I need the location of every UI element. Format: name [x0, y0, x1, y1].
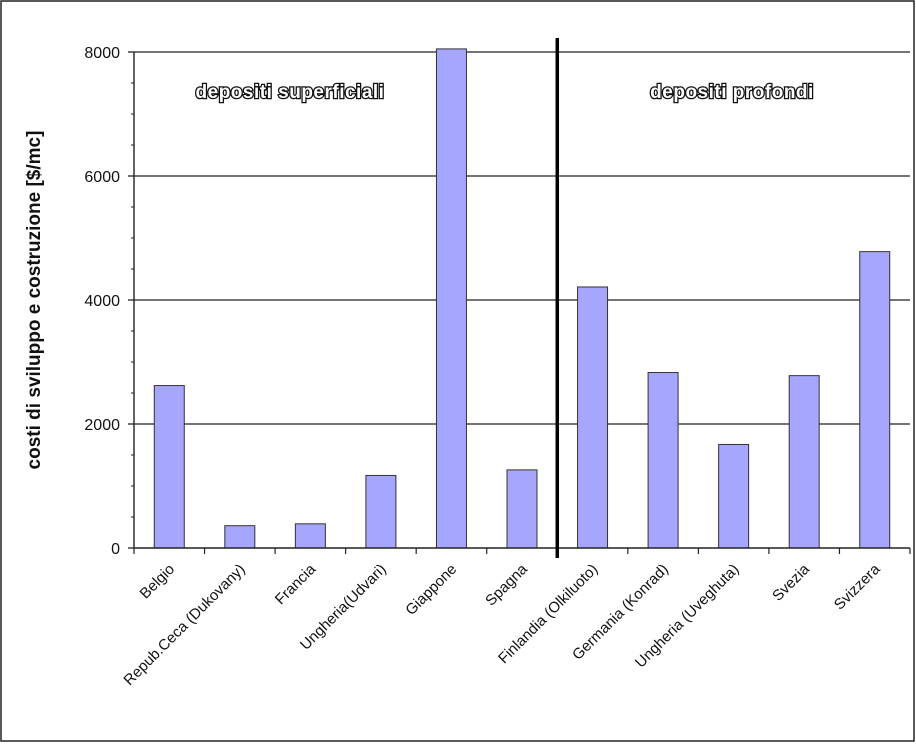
bar — [153, 385, 185, 549]
bar — [718, 443, 750, 549]
bar — [859, 251, 891, 549]
y-tick-label: 8000 — [84, 45, 120, 62]
bar — [224, 525, 256, 549]
region-label-deep: depositi profondi — [650, 82, 814, 103]
bar — [506, 469, 538, 549]
y-axis-label: costi di sviluppo e costruzione [$/mc] — [24, 131, 45, 470]
bar — [788, 375, 820, 549]
y-tick-label: 6000 — [84, 169, 120, 186]
y-tick-label: 4000 — [84, 293, 120, 310]
y-tick-label: 2000 — [84, 417, 120, 434]
y-tick-label: 0 — [111, 541, 120, 558]
bar — [647, 372, 679, 549]
bar — [365, 474, 397, 549]
bar — [577, 286, 609, 549]
bar — [294, 523, 326, 549]
bar — [435, 48, 467, 549]
region-label-surface: depositi superficiali — [196, 82, 385, 103]
